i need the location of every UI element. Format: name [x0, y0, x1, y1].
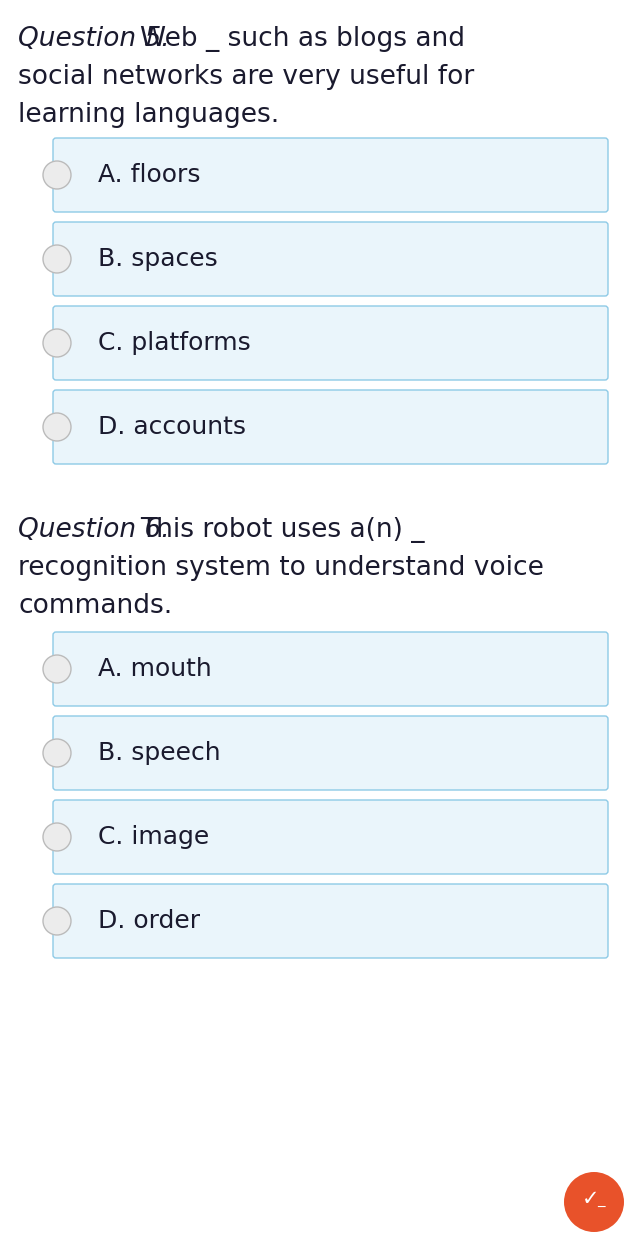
Text: This robot uses a(n) _: This robot uses a(n) _ [140, 517, 425, 543]
Circle shape [43, 329, 71, 357]
Circle shape [43, 823, 71, 852]
Text: social networks are very useful for: social networks are very useful for [18, 64, 474, 90]
Circle shape [43, 739, 71, 768]
FancyBboxPatch shape [53, 307, 608, 379]
Text: Question 5.: Question 5. [18, 26, 170, 52]
Text: Question 6.: Question 6. [18, 517, 170, 543]
Text: learning languages.: learning languages. [18, 103, 279, 129]
Text: B. speech: B. speech [98, 742, 220, 765]
Text: D. accounts: D. accounts [98, 415, 246, 439]
Text: C. image: C. image [98, 824, 209, 849]
Circle shape [43, 655, 71, 684]
Circle shape [43, 413, 71, 441]
Circle shape [43, 245, 71, 273]
FancyBboxPatch shape [53, 716, 608, 790]
Text: A. floors: A. floors [98, 163, 200, 187]
Circle shape [564, 1172, 624, 1232]
FancyBboxPatch shape [53, 138, 608, 213]
Text: Web _ such as blogs and: Web _ such as blogs and [140, 26, 465, 52]
FancyBboxPatch shape [53, 632, 608, 706]
Text: recognition system to understand voice: recognition system to understand voice [18, 555, 544, 581]
FancyBboxPatch shape [53, 884, 608, 958]
Text: ─: ─ [597, 1200, 605, 1214]
Text: commands.: commands. [18, 593, 172, 619]
Text: A. mouth: A. mouth [98, 658, 212, 681]
Circle shape [43, 907, 71, 934]
Text: D. order: D. order [98, 908, 200, 933]
Text: B. spaces: B. spaces [98, 247, 218, 271]
Text: ✓: ✓ [582, 1189, 600, 1209]
Circle shape [43, 161, 71, 189]
Text: C. platforms: C. platforms [98, 331, 251, 355]
FancyBboxPatch shape [53, 391, 608, 464]
FancyBboxPatch shape [53, 800, 608, 874]
FancyBboxPatch shape [53, 222, 608, 295]
